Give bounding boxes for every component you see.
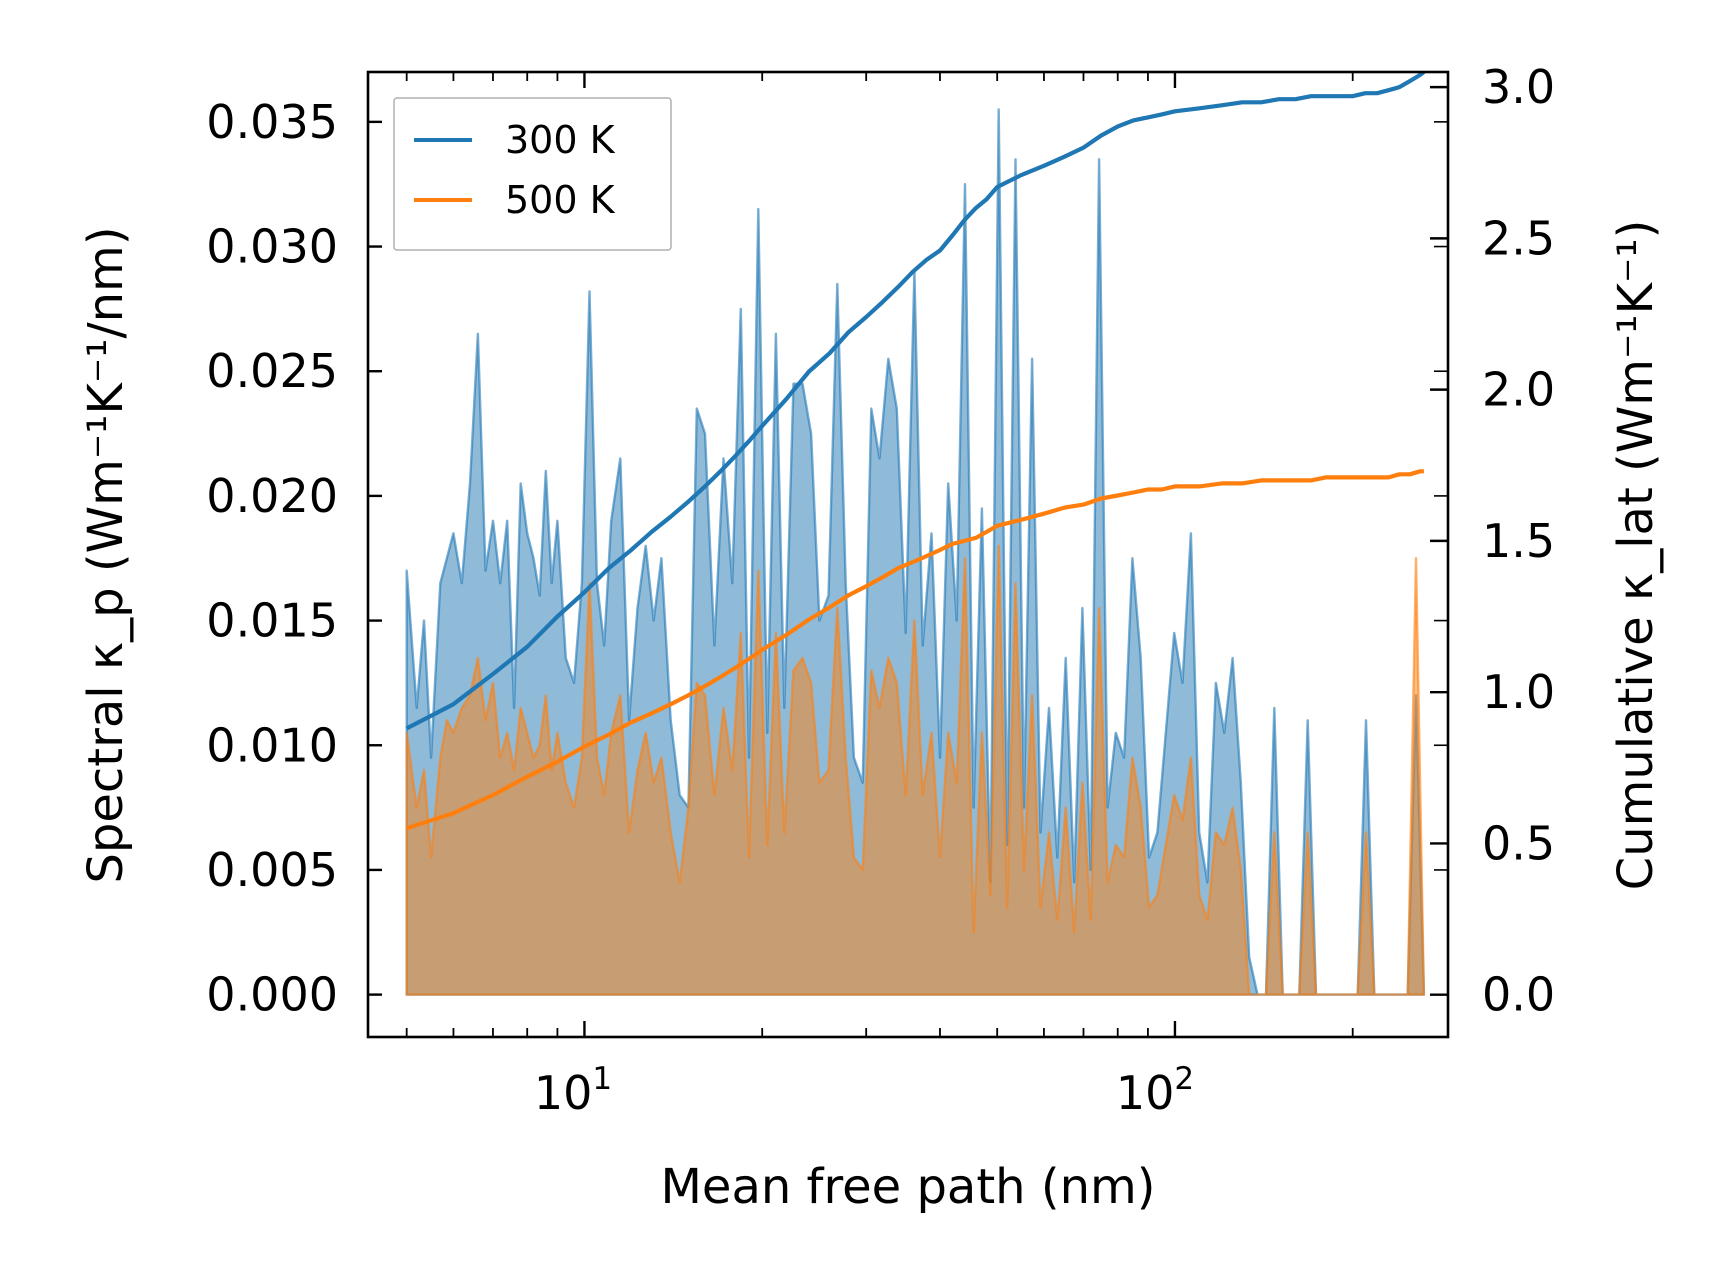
y-tick-labels-right: 0.0 0.5 1.0 1.5 2.0 2.5 3.0 (1482, 60, 1555, 1022)
legend-label-500k: 500 K (505, 178, 616, 222)
y-tick-label-right: 1.0 (1482, 665, 1555, 719)
y-tick-label-left: 0.020 (206, 469, 338, 523)
y-tick-label-left: 0.010 (206, 718, 338, 772)
y-tick-label-left: 0.005 (206, 843, 338, 897)
cumulative-line-500k (406, 469, 1424, 831)
y-tick-label-right: 3.0 (1482, 60, 1555, 114)
y-tick-label-left: 0.035 (206, 95, 338, 149)
y-tick-label-right: 2.0 (1482, 363, 1555, 417)
legend: 300 K 500 K (393, 97, 672, 251)
spectral-area-500k (405, 544, 1426, 996)
x-tick-exp-100: 2 (1174, 1061, 1194, 1097)
y-tick-label-right: 0.5 (1482, 816, 1555, 870)
y-tick-label-left: 0.025 (206, 344, 338, 398)
y-tick-labels-left: 0.000 0.005 0.010 0.015 0.020 0.025 0.030 0.035 (206, 95, 338, 1022)
cumulative-lines (405, 72, 1426, 831)
cumulative-line-300k (405, 72, 1426, 731)
x-axis-title: Mean free path (nm) (661, 1159, 1156, 1215)
x-tick-label-100: 102 (1116, 1061, 1194, 1120)
legend-label-300k: 300 K (505, 118, 616, 162)
x-tick-base-100: 10 (1116, 1066, 1175, 1120)
plot-frame (366, 70, 1450, 1039)
x-tick-exp-10: 1 (592, 1061, 612, 1097)
y-tick-label-right: 0.0 (1482, 968, 1555, 1022)
y-axis-title-right: Cumulative κ_lat (Wm⁻¹K⁻¹) (1608, 220, 1664, 891)
spectral-areas (405, 108, 1426, 996)
y-tick-label-right: 2.5 (1482, 211, 1555, 265)
x-tick-label-10: 101 (534, 1061, 612, 1120)
y-tick-label-left: 0.015 (206, 594, 338, 648)
y-tick-label-left: 0.000 (206, 968, 338, 1022)
y-tick-label-right: 1.5 (1482, 514, 1555, 568)
y-tick-label-left: 0.030 (206, 220, 338, 274)
legend-box (393, 97, 672, 251)
x-tick-base-10: 10 (534, 1066, 593, 1120)
y-axis-title-left: Spectral κ_p (Wm⁻¹K⁻¹/nm) (78, 226, 134, 883)
axis-ticks (368, 72, 1448, 1037)
